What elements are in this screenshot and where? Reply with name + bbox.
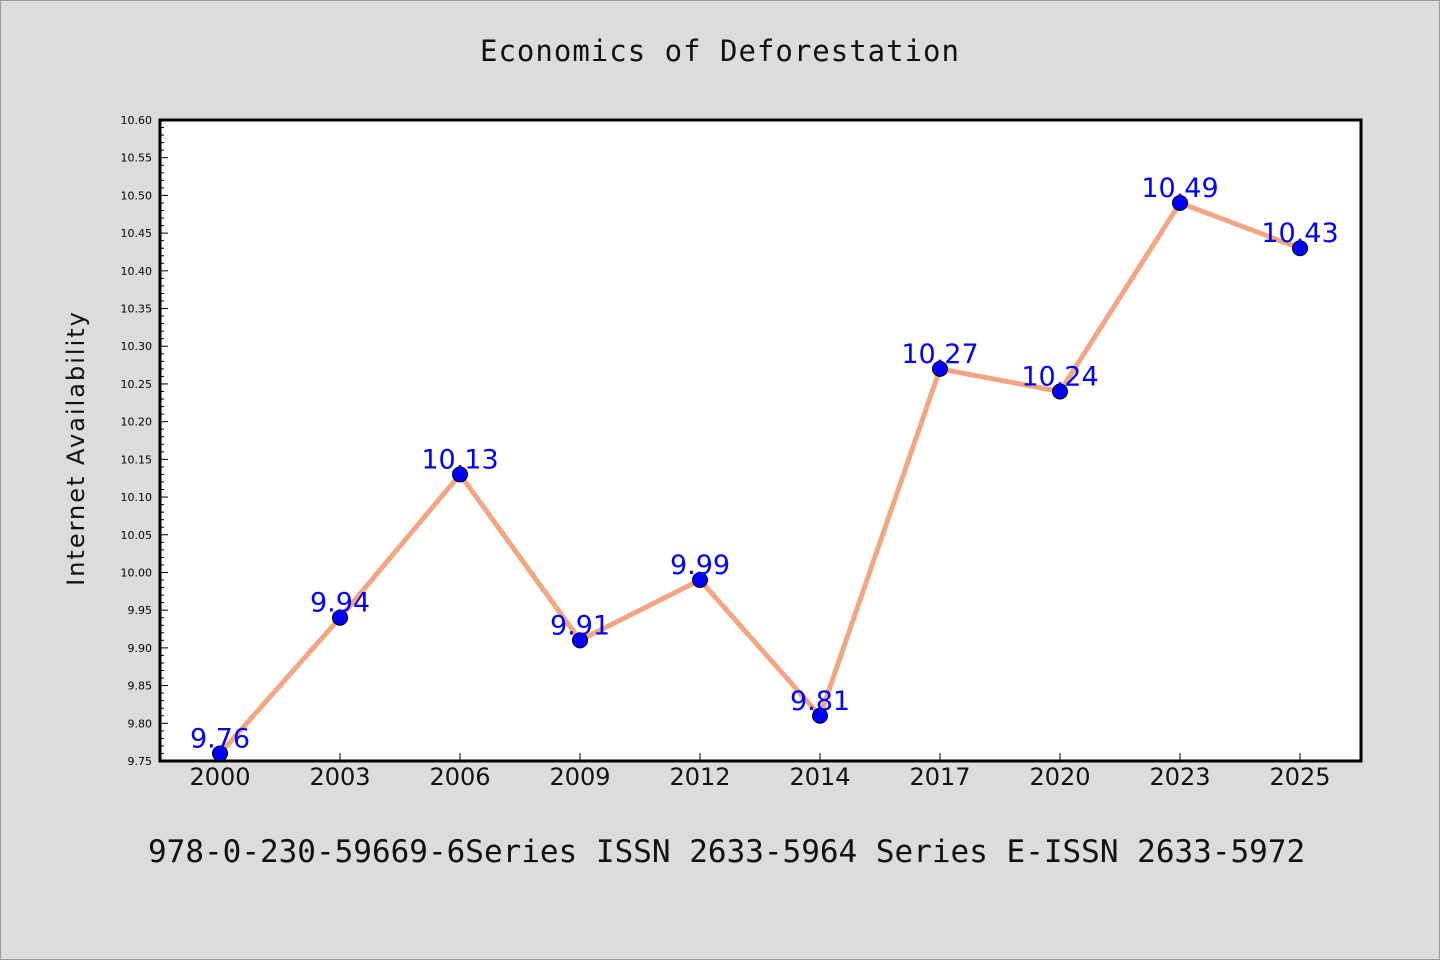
data-point xyxy=(572,632,588,649)
data-point xyxy=(212,745,228,762)
y-tick-label: 10.45 xyxy=(121,227,153,240)
y-tick-label: 10.05 xyxy=(121,529,153,542)
data-label: 10.43 xyxy=(1261,218,1338,249)
data-label: 9.99 xyxy=(670,550,730,581)
x-tick-label: 2012 xyxy=(669,763,730,791)
y-tick-label: 9.95 xyxy=(128,604,153,617)
y-tick-label: 9.85 xyxy=(128,680,153,693)
x-axis: 2000 2003 2006 2009 2012 2014 2017 2020 2023 2025 xyxy=(189,753,1331,791)
data-point xyxy=(812,707,828,724)
data-label: 10.49 xyxy=(1141,173,1218,204)
x-tick-label: 2003 xyxy=(309,763,370,791)
y-tick-label: 10.50 xyxy=(121,189,153,202)
data-label: 10.24 xyxy=(1021,361,1098,392)
y-tick-label: 10.20 xyxy=(121,416,153,429)
y-tick-label: 10.10 xyxy=(121,491,153,504)
y-tick-label: 10.55 xyxy=(121,152,153,165)
data-label: 9.81 xyxy=(790,686,850,717)
data-point xyxy=(1052,383,1068,400)
y-tick-label: 10.15 xyxy=(121,453,153,466)
y-tick-label: 10.25 xyxy=(121,378,153,391)
y-tick-label: 10.60 xyxy=(121,114,153,127)
x-tick-label: 2020 xyxy=(1029,763,1090,791)
data-label: 9.94 xyxy=(310,588,370,619)
chart-title: Economics of Deforestation xyxy=(480,34,960,68)
data-point xyxy=(452,466,468,483)
footer-isbn-text: 978-0-230-59669-6Series ISSN 2633-5964 S… xyxy=(148,834,1306,870)
series-line xyxy=(217,200,1303,756)
y-tick-label: 9.90 xyxy=(128,642,153,655)
data-point xyxy=(932,360,948,377)
y-tick-label: 10.00 xyxy=(121,566,153,579)
x-tick-label: 2006 xyxy=(429,763,490,791)
x-tick-label: 2000 xyxy=(189,763,250,791)
x-tick-label: 2017 xyxy=(909,763,970,791)
data-series: 9.76 9.94 10.13 9.91 9.99 9.81 10.27 10.24 10.49… xyxy=(190,173,1339,762)
data-label: 10.13 xyxy=(421,444,498,475)
y-tick-label: 9.80 xyxy=(128,717,153,730)
y-tick-label: 10.40 xyxy=(121,265,153,278)
data-point xyxy=(1292,240,1308,257)
x-tick-label: 2009 xyxy=(549,763,610,791)
data-point xyxy=(1172,194,1188,211)
data-point xyxy=(332,609,348,626)
y-tick-label: 10.35 xyxy=(121,303,153,316)
x-tick-label: 2014 xyxy=(789,763,850,791)
y-tick-label: 9.75 xyxy=(128,755,153,768)
data-label: 9.76 xyxy=(190,723,250,754)
x-tick-label: 2025 xyxy=(1269,763,1330,791)
x-tick-label: 2023 xyxy=(1149,763,1210,791)
y-tick-label: 10.30 xyxy=(121,340,153,353)
plot-area xyxy=(158,118,1363,763)
data-label: 10.27 xyxy=(901,339,978,370)
y-axis: 9.75 9.80 9.85 9.90 9.95 10.00 10.05 10.10 10.15… xyxy=(121,114,168,768)
data-label: 9.91 xyxy=(550,610,610,641)
data-point xyxy=(692,572,708,589)
